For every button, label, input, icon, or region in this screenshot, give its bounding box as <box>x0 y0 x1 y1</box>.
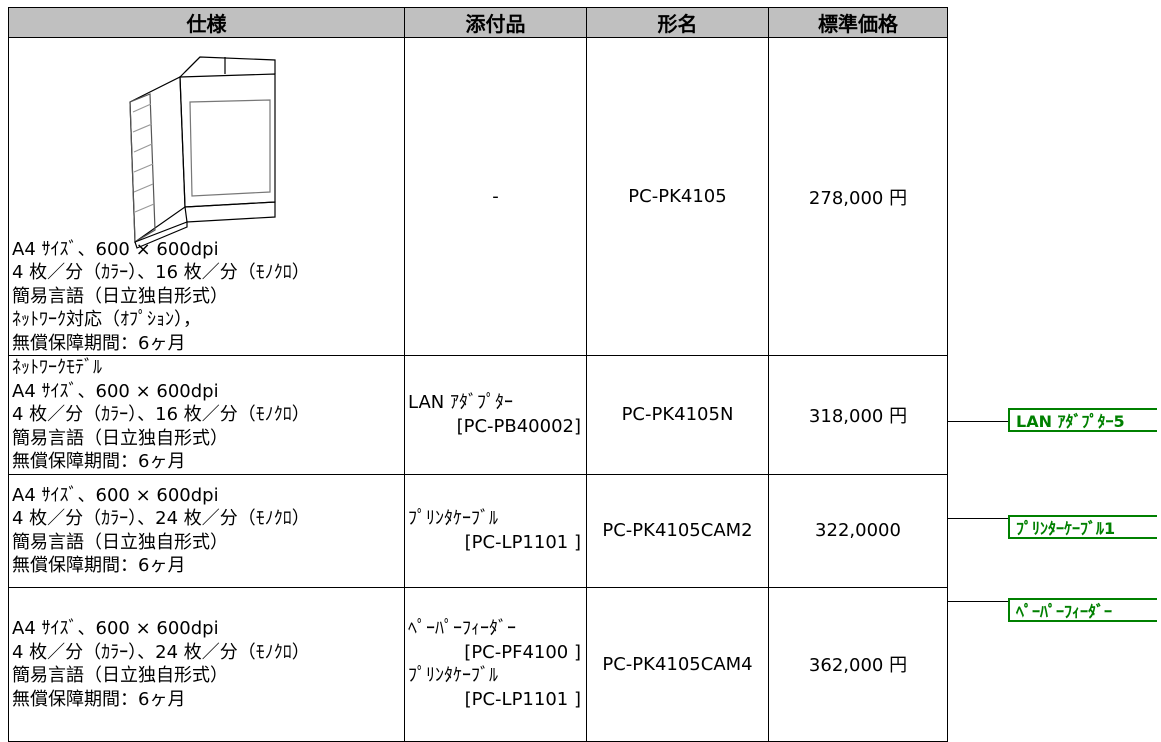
spec-line: A4 ｻｲｽﾞ、600 × 600dpi <box>12 380 219 402</box>
spec-cell: A4 ｻｲｽﾞ、600 × 600dpi 4 枚／分（ｶﾗｰ）、16 枚／分（ﾓﾉ… <box>8 37 405 356</box>
spec-line: 4 枚／分（ｶﾗｰ）、16 枚／分（ﾓﾉｸﾛ） <box>12 262 310 283</box>
price-cell: 362,000 円 <box>768 586 948 742</box>
spec-cell: A4 ｻｲｽﾞ、600 × 600dpi 4 枚／分（ｶﾗｰ）、24 枚／分（ﾓﾉ… <box>8 586 405 742</box>
accessory-line: ﾌﾟﾘﾝﾀｹｰﾌﾞﾙ <box>408 508 498 529</box>
header-row: 仕様 添付品 形名 標準価格 <box>8 7 948 38</box>
accessory-line: ﾌﾟﾘﾝﾀｹｰﾌﾞﾙ <box>408 665 498 686</box>
table-row: A4 ｻｲｽﾞ、600 × 600dpi 4 枚／分（ｶﾗｰ）、24 枚／分（ﾓﾉ… <box>8 586 948 742</box>
header-cell: 標準価格 <box>768 7 948 38</box>
accessory-line: [PC-LP1101 ] <box>464 531 581 553</box>
price-cell: 278,000 円 <box>768 37 948 356</box>
accessory-line: ﾍﾟｰﾊﾟｰﾌｨｰﾀﾞｰ <box>408 618 516 639</box>
spec-line: ﾈｯﾄﾜｰｸ対応（ｵﾌﾟｼｮﾝ）， <box>12 309 201 330</box>
table-row: ﾈｯﾄﾜｰｸﾓﾃﾞﾙ A4 ｻｲｽﾞ、600 × 600dpi 4 枚／分（ｶﾗｰ）… <box>8 355 948 475</box>
price-cell: 322,0000 <box>768 473 948 588</box>
spec-line: 無償保障期間：6ヶ月 <box>12 451 186 472</box>
accessory-line: LAN ｱﾀﾞﾌﾟﾀｰ <box>408 392 513 414</box>
accessory-cell: - <box>404 37 587 356</box>
spec-line: 簡易言語（日立独自形式） <box>12 665 228 686</box>
table-row: A4 ｻｲｽﾞ、600 × 600dpi 4 枚／分（ｶﾗｰ）、16 枚／分（ﾓﾉ… <box>8 37 948 356</box>
header-cell: 添付品 <box>404 7 587 38</box>
accessory-line: [PC-PB40002] <box>456 415 581 437</box>
accessory-cell: LAN ｱﾀﾞﾌﾟﾀｰ [PC-PB40002] <box>404 355 587 475</box>
callout-label: ﾍﾟｰﾊﾟｰﾌｨｰﾀﾞｰ <box>1008 598 1157 622</box>
spec-line: 簡易言語（日立独自形式） <box>12 427 228 449</box>
spec-line: ﾈｯﾄﾜｰｸﾓﾃﾞﾙ <box>12 357 102 378</box>
spec-table: 仕様 添付品 形名 標準価格 A4 ｻｲｽﾞ、600 × 600dpi 4 枚／分（ｶﾗ… <box>8 7 948 742</box>
spec-line: 無償保障期間：6ヶ月 <box>12 555 186 576</box>
spec-line: 4 枚／分（ｶﾗｰ）、24 枚／分（ﾓﾉｸﾛ） <box>12 641 310 663</box>
model-cell: PC-PK4105 <box>586 37 769 356</box>
connector-line <box>948 421 1008 422</box>
accessory-line: [PC-PF4100 ] <box>464 641 581 663</box>
connector-line <box>948 518 1008 519</box>
spec-line: 簡易言語（日立独自形式） <box>12 531 228 553</box>
table-row: A4 ｻｲｽﾞ、600 × 600dpi 4 枚／分（ｶﾗｰ）、24 枚／分（ﾓﾉ… <box>8 473 948 588</box>
accessory-line: [PC-LP1101 ] <box>464 688 581 710</box>
callout-label: ﾌﾟﾘﾝﾀｰｹｰﾌﾞﾙ1 <box>1008 515 1157 539</box>
spec-line: 4 枚／分（ｶﾗｰ）、24 枚／分（ﾓﾉｸﾛ） <box>12 508 310 529</box>
model-cell: PC-PK4105CAM4 <box>586 586 769 742</box>
spec-line: A4 ｻｲｽﾞ、600 × 600dpi <box>12 238 219 260</box>
spec-line: 簡易言語（日立独自形式） <box>12 285 228 307</box>
connector-line <box>948 601 1008 602</box>
model-cell: PC-PK4105N <box>586 355 769 475</box>
spec-line: 4 枚／分（ｶﾗｰ）、16 枚／分（ﾓﾉｸﾛ） <box>12 404 310 425</box>
accessory-cell: ﾌﾟﾘﾝﾀｹｰﾌﾞﾙ [PC-LP1101 ] <box>404 473 587 588</box>
callout-label: LAN ｱﾀﾞﾌﾟﾀｰ5 <box>1008 408 1157 432</box>
header-cell: 形名 <box>586 7 769 38</box>
spec-line: A4 ｻｲｽﾞ、600 × 600dpi <box>12 484 219 506</box>
header-cell: 仕様 <box>8 7 405 38</box>
spec-line: 無償保障期間：6ヶ月 <box>12 332 186 354</box>
accessory-line: - <box>492 185 499 207</box>
spec-line: 無償保障期間：6ヶ月 <box>12 688 186 710</box>
spec-line: A4 ｻｲｽﾞ、600 × 600dpi <box>12 618 219 639</box>
printer-illustration <box>129 56 276 249</box>
accessory-cell: ﾍﾟｰﾊﾟｰﾌｨｰﾀﾞｰ [PC-PF4100 ] ﾌﾟﾘﾝﾀｹｰﾌﾞﾙ [PC-LP… <box>404 586 587 742</box>
spec-cell: ﾈｯﾄﾜｰｸﾓﾃﾞﾙ A4 ｻｲｽﾞ、600 × 600dpi 4 枚／分（ｶﾗｰ）… <box>8 355 405 475</box>
model-cell: PC-PK4105CAM2 <box>586 473 769 588</box>
spec-cell: A4 ｻｲｽﾞ、600 × 600dpi 4 枚／分（ｶﾗｰ）、24 枚／分（ﾓﾉ… <box>8 473 405 588</box>
price-cell: 318,000 円 <box>768 355 948 475</box>
